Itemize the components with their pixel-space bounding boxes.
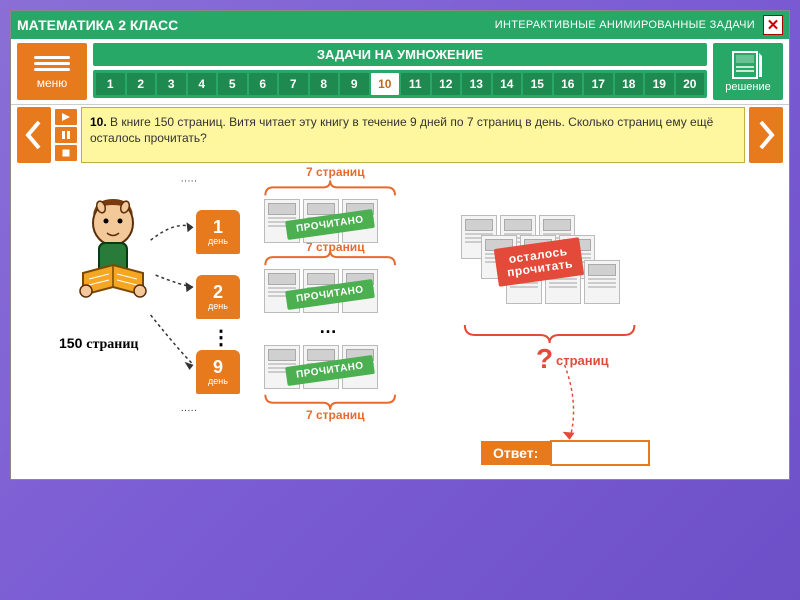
solution-label: решение [725, 81, 771, 93]
page-tab-3[interactable]: 3 [157, 73, 186, 95]
playback-controls [55, 107, 77, 163]
page-tab-17[interactable]: 17 [584, 73, 613, 95]
problem-number: 10. [90, 115, 107, 129]
day-block-9: 9 день [196, 350, 240, 394]
header-bar: МАТЕМАТИКА 2 КЛАСС ИНТЕРАКТИВНЫЕ АНИМИРО… [11, 11, 789, 39]
next-button[interactable] [749, 107, 783, 163]
problem-row: 10. В книге 150 страниц. Витя читает эту… [11, 105, 789, 165]
total-pages-label: 150 страниц [59, 335, 139, 353]
brace-label-bot: 7 страниц [306, 408, 365, 422]
play-button[interactable] [55, 109, 77, 125]
page-tab-5[interactable]: 5 [218, 73, 247, 95]
section-title: ЗАДАЧИ НА УМНОЖЕНИЕ [93, 43, 707, 66]
answer-box: Ответ: [481, 440, 650, 466]
app-window: МАТЕМАТИКА 2 КЛАСС ИНТЕРАКТИВНЫЕ АНИМИРО… [10, 10, 790, 480]
page-tab-4[interactable]: 4 [188, 73, 217, 95]
ellipsis-pages: … [319, 317, 337, 338]
page-tab-16[interactable]: 16 [554, 73, 583, 95]
solution-icon [732, 51, 764, 79]
pause-button[interactable] [55, 127, 77, 143]
brace-label-top: 7 страниц [306, 165, 365, 179]
page-tab-15[interactable]: 15 [523, 73, 552, 95]
prev-button[interactable] [17, 107, 51, 163]
chevron-left-icon [24, 120, 44, 150]
page-tab-11[interactable]: 11 [401, 73, 430, 95]
menu-label: меню [37, 76, 68, 90]
answer-input[interactable] [550, 440, 650, 466]
menu-button[interactable]: меню [17, 43, 87, 100]
page-tab-1[interactable]: 1 [96, 73, 125, 95]
page-tab-6[interactable]: 6 [249, 73, 278, 95]
day-block-1: 1 день [196, 210, 240, 254]
nav-row: меню ЗАДАЧИ НА УМНОЖЕНИЕ 123456789101112… [11, 39, 789, 105]
app-title: МАТЕМАТИКА 2 КЛАСС [17, 17, 178, 33]
page-tab-2[interactable]: 2 [127, 73, 156, 95]
page-number-strip: 1234567891011121314151617181920 [93, 70, 707, 98]
app-subtitle: ИНТЕРАКТИВНЫЕ АНИМИРОВАННЫЕ ЗАДАЧИ [495, 19, 755, 31]
problem-text-box: 10. В книге 150 страниц. Витя читает эту… [81, 107, 745, 163]
hamburger-icon [34, 53, 70, 74]
diagram-area: ····· ····· [11, 165, 789, 475]
svg-text:·····: ····· [181, 405, 198, 416]
chevron-right-icon [756, 120, 776, 150]
page-tab-8[interactable]: 8 [310, 73, 339, 95]
answer-label: Ответ: [481, 441, 550, 465]
student-illustration [71, 195, 156, 325]
page-tab-10[interactable]: 10 [371, 73, 400, 95]
page-tab-19[interactable]: 19 [645, 73, 674, 95]
page-tab-18[interactable]: 18 [615, 73, 644, 95]
solution-button[interactable]: решение [713, 43, 783, 100]
page-tab-13[interactable]: 13 [462, 73, 491, 95]
close-button[interactable]: ✕ [763, 15, 783, 35]
day-block-2: 2 день [196, 275, 240, 319]
page-tab-9[interactable]: 9 [340, 73, 369, 95]
problem-body: В книге 150 страниц. Витя читает эту кни… [90, 115, 713, 145]
page-tab-7[interactable]: 7 [279, 73, 308, 95]
page-tab-12[interactable]: 12 [432, 73, 461, 95]
question-text: страниц [556, 353, 609, 368]
stop-button[interactable] [55, 145, 77, 161]
question-mark: ? [536, 343, 553, 375]
svg-text:·····: ····· [181, 175, 198, 186]
page-tab-14[interactable]: 14 [493, 73, 522, 95]
page-tab-20[interactable]: 20 [676, 73, 705, 95]
centre-nav: ЗАДАЧИ НА УМНОЖЕНИЕ 12345678910111213141… [93, 43, 707, 100]
